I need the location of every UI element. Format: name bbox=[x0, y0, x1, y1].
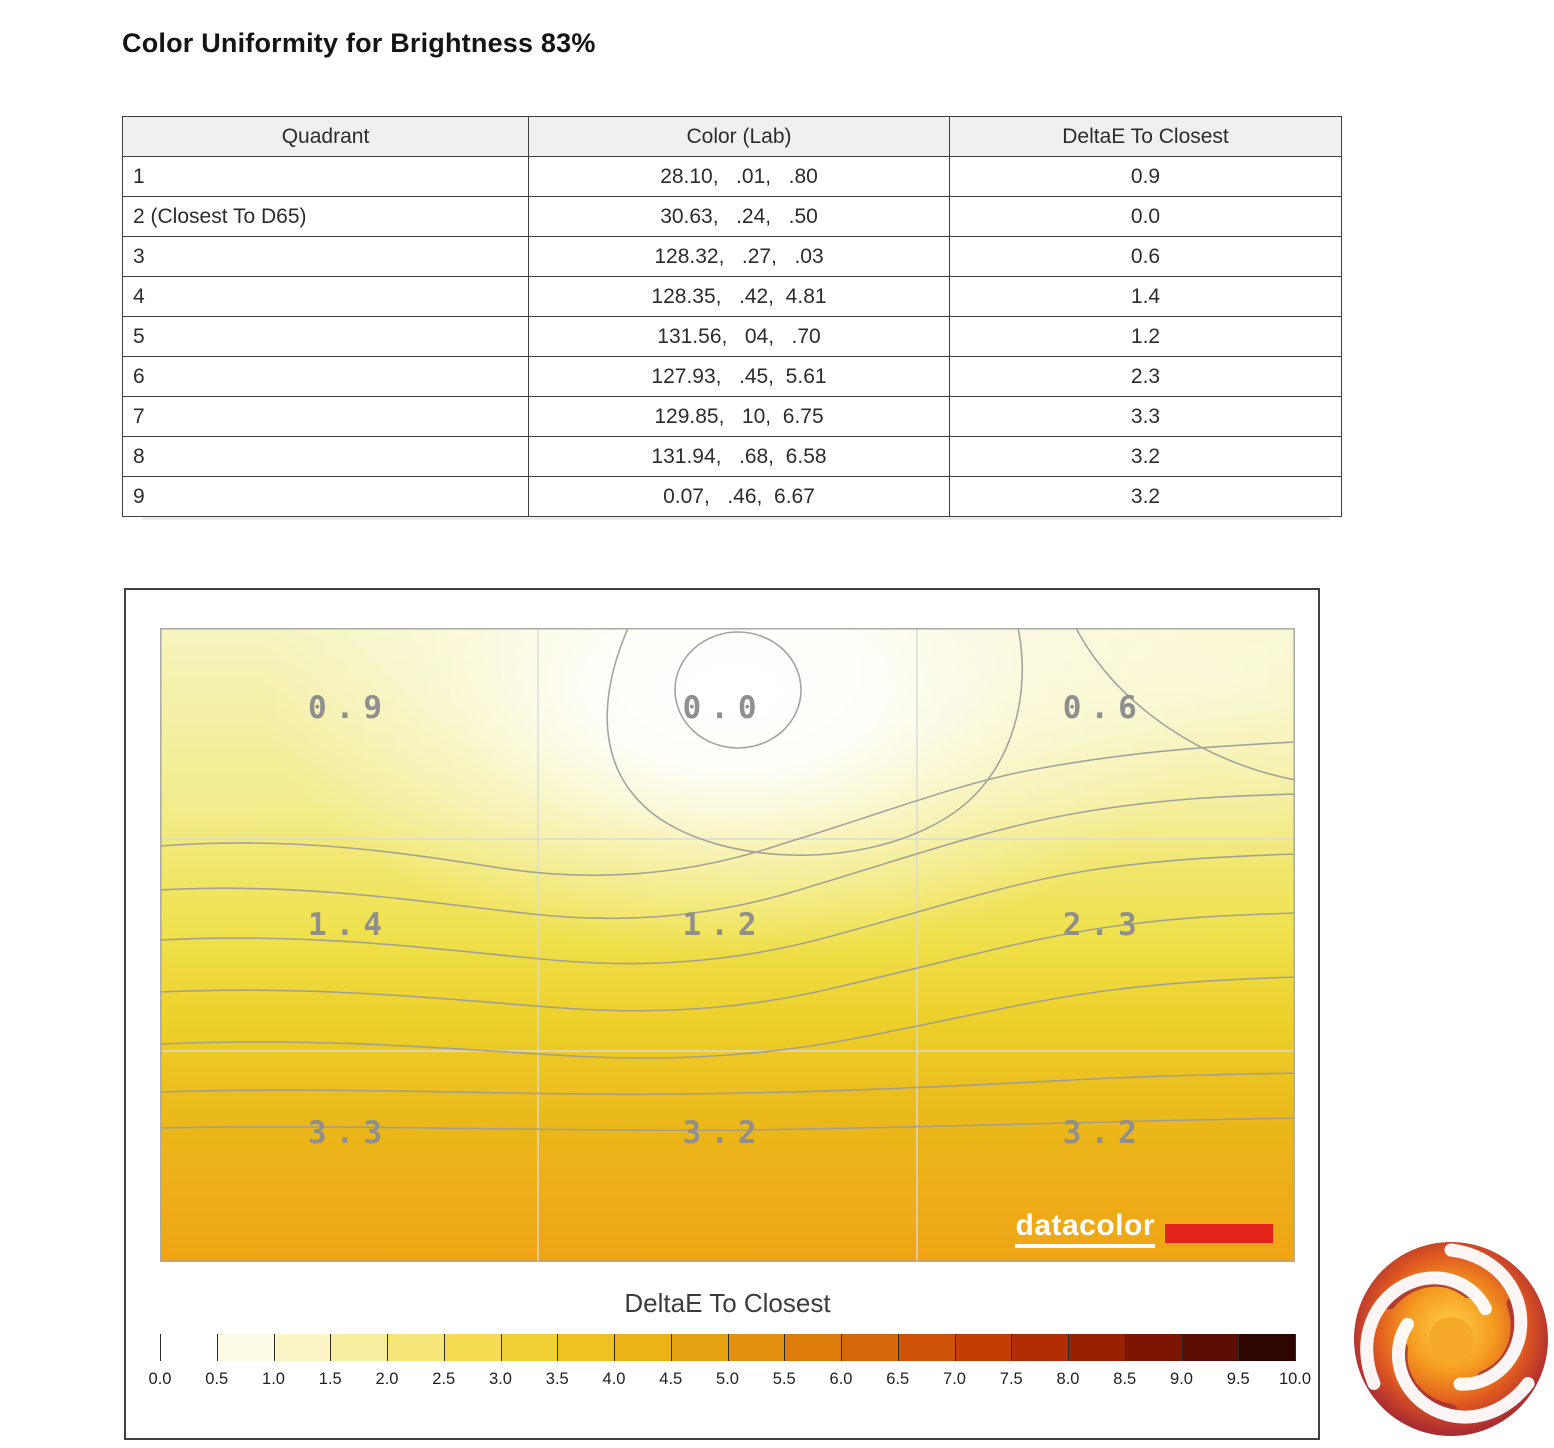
cell-quadrant: 3 bbox=[122, 236, 529, 277]
colorbar-segment bbox=[1068, 1334, 1125, 1361]
page-title: Color Uniformity for Brightness 83% bbox=[122, 28, 596, 58]
map-border bbox=[160, 628, 1295, 1262]
colorbar-segment bbox=[614, 1334, 671, 1361]
table-row: 1 28.10, .01, .80 0.9 bbox=[122, 156, 1342, 197]
colorbar-tick-label: 3.0 bbox=[489, 1370, 512, 1388]
cell-color-lab: 128.32, .27, .03 bbox=[528, 236, 950, 277]
colorbar-segment bbox=[216, 1334, 274, 1361]
table-row: 2 (Closest To D65) 30.63, .24, .50 0.0 bbox=[122, 196, 1342, 237]
cell-color-lab: 131.94, .68, 6.58 bbox=[528, 436, 950, 477]
cell-color-lab: 28.10, .01, .80 bbox=[528, 156, 950, 197]
colorbar-segment bbox=[897, 1334, 955, 1361]
cell-quadrant: 8 bbox=[122, 436, 529, 477]
colorbar-tick-label: 10.0 bbox=[1278, 1370, 1312, 1388]
colorbar-tick-label: 8.0 bbox=[1056, 1370, 1080, 1388]
cell-quadrant: 1 bbox=[122, 156, 529, 197]
colorbar-tick-label: 2.5 bbox=[432, 1370, 456, 1388]
colorbar-segment bbox=[1238, 1334, 1295, 1361]
colorbar-tick-label: 9.5 bbox=[1226, 1370, 1250, 1388]
table-row: 5 131.56, 04, .70 1.2 bbox=[122, 316, 1342, 357]
colorbar-tick-label: 1.5 bbox=[318, 1370, 342, 1388]
colorbar-tick-label: 5.0 bbox=[716, 1370, 739, 1388]
table-row: 6 127.93, .45, 5.61 2.3 bbox=[122, 356, 1342, 397]
contour-map: 0.9 0.0 0.6 1.4 1.2 2.3 3.3 3.2 3.2 datacolor bbox=[160, 628, 1295, 1262]
table-header-row: Quadrant Color (Lab) DeltaE To Closest bbox=[122, 116, 1342, 157]
colorbar-tick-label: 2.0 bbox=[375, 1370, 399, 1388]
cell-quadrant: 5 bbox=[122, 316, 529, 357]
cell-color-lab: 129.85, 10, 6.75 bbox=[528, 396, 950, 437]
kitguru-swirl-logo-icon bbox=[1354, 1242, 1548, 1436]
cell-color-lab: 30.63, .24, .50 bbox=[528, 196, 950, 237]
colorbar-tick-labels: 0.0 0.5 1.0 1.5 2.0 2.5 3.0 3.5 4.0 4.5 5.0 5.5 6.0 6… bbox=[149, 1370, 1312, 1394]
colorbar-segment bbox=[954, 1334, 1012, 1361]
colorbar-tick-label: 1.0 bbox=[262, 1370, 285, 1388]
cell-deltae: 3.2 bbox=[949, 436, 1342, 477]
cell-deltae: 1.2 bbox=[949, 316, 1342, 357]
colorbar-segment bbox=[1011, 1334, 1068, 1361]
colorbar-tick-label: 0.5 bbox=[205, 1370, 229, 1388]
colorbar-tick-label: 7.0 bbox=[943, 1370, 966, 1388]
colorbar-segment bbox=[500, 1334, 558, 1361]
table-row: 8 131.94, .68, 6.58 3.2 bbox=[122, 436, 1342, 477]
colorbar bbox=[160, 1334, 1296, 1361]
quadrant-grid-lines bbox=[160, 628, 1295, 1262]
cell-quadrant: 4 bbox=[122, 276, 529, 317]
colorbar-tick-label: 6.0 bbox=[829, 1370, 853, 1388]
colorbar-tick-label: 6.5 bbox=[886, 1370, 910, 1388]
uniformity-table: Quadrant Color (Lab) DeltaE To Closest 1… bbox=[122, 116, 1342, 517]
cell-color-lab: 0.07, .46, 6.67 bbox=[528, 476, 950, 517]
cell-quadrant: 9 bbox=[122, 476, 529, 517]
datacolor-logo: datacolor bbox=[1015, 1211, 1273, 1248]
colorbar-segment bbox=[330, 1334, 387, 1361]
colorbar-segment bbox=[727, 1334, 785, 1361]
cell-deltae: 3.3 bbox=[949, 396, 1342, 437]
colorbar-tick-label: 5.5 bbox=[772, 1370, 796, 1388]
cell-quadrant: 7 bbox=[122, 396, 529, 437]
cell-deltae: 0.9 bbox=[949, 156, 1342, 197]
contour-lines bbox=[160, 628, 1295, 1132]
table-row: 7 129.85, 10, 6.75 3.3 bbox=[122, 396, 1342, 437]
heatmap-bright-spot-right bbox=[160, 628, 1295, 1262]
cell-quadrant: 2 (Closest To D65) bbox=[122, 196, 529, 237]
cell-quadrant: 6 bbox=[122, 356, 529, 397]
cell-deltae: 2.3 bbox=[949, 356, 1342, 397]
colorbar-tick-label: 9.0 bbox=[1170, 1370, 1193, 1388]
datacolor-red-bar-icon bbox=[1165, 1224, 1273, 1243]
colorbar-tick-label: 7.5 bbox=[999, 1370, 1023, 1388]
colorbar-segment bbox=[1124, 1334, 1182, 1361]
uniformity-chart-panel: 0.9 0.0 0.6 1.4 1.2 2.3 3.3 3.2 3.2 datacolor De… bbox=[124, 588, 1320, 1440]
colorbar-segment bbox=[1181, 1334, 1239, 1361]
col-header-quadrant: Quadrant bbox=[122, 116, 529, 157]
colorbar-segment bbox=[784, 1334, 841, 1361]
colorbar-segment bbox=[557, 1334, 614, 1361]
contour-plot-svg bbox=[160, 628, 1295, 1262]
colorbar-tick-label: 4.5 bbox=[659, 1370, 683, 1388]
table-row: 3 128.32, .27, .03 0.6 bbox=[122, 236, 1342, 277]
table-row: 9 0.07, .46, 6.67 3.2 bbox=[122, 476, 1342, 517]
colorbar-segment bbox=[387, 1334, 444, 1361]
colorbar-segment bbox=[443, 1334, 501, 1361]
colorbar-tick-label: 3.5 bbox=[545, 1370, 569, 1388]
table-row: 4 128.35, .42, 4.81 1.4 bbox=[122, 276, 1342, 317]
colorbar-segment bbox=[841, 1334, 898, 1361]
cell-color-lab: 128.35, .42, 4.81 bbox=[528, 276, 950, 317]
cell-deltae: 1.4 bbox=[949, 276, 1342, 317]
datacolor-wordmark: datacolor bbox=[1015, 1211, 1155, 1248]
col-header-deltae: DeltaE To Closest bbox=[949, 116, 1342, 157]
colorbar-tick-label: 4.0 bbox=[602, 1370, 626, 1388]
cell-deltae: 0.6 bbox=[949, 236, 1342, 277]
colorbar-segment bbox=[160, 1334, 217, 1361]
cell-deltae: 0.0 bbox=[949, 196, 1342, 237]
cell-deltae: 3.2 bbox=[949, 476, 1342, 517]
col-header-color-lab: Color (Lab) bbox=[528, 116, 950, 157]
colorbar-tick-label: 0.0 bbox=[148, 1370, 172, 1388]
colorbar-segment bbox=[273, 1334, 331, 1361]
colorbar-segment bbox=[670, 1334, 728, 1361]
cell-color-lab: 131.56, 04, .70 bbox=[528, 316, 950, 357]
colorbar-tick-label: 8.5 bbox=[1113, 1370, 1137, 1388]
colorbar-title: DeltaE To Closest bbox=[624, 1288, 831, 1318]
cell-color-lab: 127.93, .45, 5.61 bbox=[528, 356, 950, 397]
